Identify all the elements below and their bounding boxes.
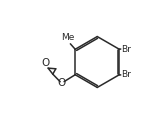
Text: O: O (58, 78, 66, 88)
Text: O: O (41, 58, 50, 67)
Text: Br: Br (121, 45, 131, 54)
Text: Br: Br (121, 70, 131, 79)
Text: Me: Me (61, 33, 75, 42)
